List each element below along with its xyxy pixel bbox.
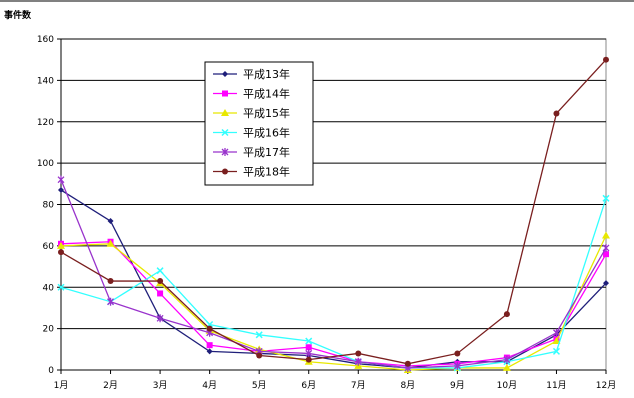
series-lines	[57, 56, 610, 373]
data-point	[503, 311, 510, 318]
series-line	[60, 189, 607, 369]
series-line	[60, 59, 607, 365]
legend-marker	[222, 71, 228, 77]
data-point	[503, 355, 511, 364]
series-line	[60, 179, 607, 369]
data-point	[156, 267, 164, 275]
y-tick-labels: 0 20 40 60 80 100 120 140 160	[37, 35, 54, 376]
data-point	[255, 331, 263, 339]
data-point	[57, 175, 65, 184]
x-tick-label: 8月	[400, 380, 415, 391]
data-point	[404, 360, 411, 367]
x-tick-label: 1月	[54, 380, 69, 391]
data-point	[552, 337, 561, 345]
data-point	[602, 231, 610, 239]
y-tick-label: 140	[37, 76, 54, 86]
data-point	[106, 239, 115, 247]
x-tick-label: 7月	[351, 380, 366, 391]
data-point	[256, 352, 263, 359]
y-tick-label: 80	[43, 201, 55, 211]
data-point	[602, 243, 610, 252]
y-tick-label: 60	[43, 242, 55, 252]
x-tick-label: 4月	[202, 380, 217, 391]
data-point	[305, 337, 313, 345]
data-point	[157, 290, 164, 297]
data-point	[553, 110, 560, 117]
x-tick-label: 6月	[301, 380, 316, 391]
legend-marker	[221, 128, 229, 137]
y-axis-label: 事件数	[4, 9, 32, 21]
legend-item: 平成18年	[213, 165, 290, 179]
legend-marker	[221, 148, 229, 156]
legend-label: 平成18年	[243, 165, 290, 179]
legend-item: 平成16年	[213, 126, 290, 140]
data-point	[107, 278, 114, 285]
data-point	[206, 342, 213, 349]
series-line	[60, 198, 607, 369]
x-tick-label: 10月	[497, 380, 517, 391]
data-point	[603, 56, 609, 63]
legend-item: 平成17年	[213, 145, 290, 159]
x-tick-label: 2月	[103, 380, 118, 391]
x-tick-label: 5月	[252, 380, 267, 391]
data-point	[603, 280, 609, 287]
data-point	[107, 297, 115, 306]
data-point	[354, 357, 362, 366]
data-point	[603, 251, 609, 258]
x-tick-labels: 1月 2月 3月 4月 5月 6月 7月 8月 9月 10月 11月 12月	[54, 380, 617, 391]
legend-item: 平成15年	[213, 106, 290, 120]
legend-box	[204, 61, 314, 186]
legend-label: 平成16年	[243, 126, 290, 140]
y-tick-label: 40	[43, 283, 55, 293]
data-point	[454, 350, 461, 357]
x-tick-label: 11月	[546, 380, 566, 391]
series-5	[57, 175, 610, 372]
data-point	[156, 314, 164, 323]
data-point	[57, 241, 65, 249]
series-6	[58, 56, 609, 367]
y-tick-label: 120	[37, 118, 54, 128]
data-point	[157, 278, 164, 285]
legend-item: 平成14年	[213, 87, 290, 101]
x-tick-label: 12月	[596, 380, 616, 391]
data-point	[305, 349, 313, 358]
x-tick-label: 9月	[450, 380, 465, 391]
gridlines	[61, 38, 606, 330]
data-point	[305, 344, 312, 351]
data-point	[107, 218, 114, 225]
axes	[57, 38, 607, 374]
legend-marker	[222, 90, 228, 97]
data-point	[305, 356, 312, 363]
data-point	[57, 283, 65, 291]
legend-label: 平成13年	[243, 67, 290, 81]
data-point	[502, 363, 511, 371]
y-tick-label: 160	[37, 35, 54, 45]
y-tick-label: 100	[37, 159, 54, 169]
data-point	[355, 350, 362, 357]
legend-marker	[222, 168, 228, 175]
legend-item: 平成13年	[213, 67, 290, 81]
y-tick-label: 0	[48, 366, 54, 376]
legend-label: 平成15年	[243, 106, 290, 120]
y-tick-label: 20	[43, 325, 55, 335]
data-point	[58, 249, 64, 256]
data-point	[58, 187, 64, 194]
data-point	[602, 194, 610, 202]
legend-label: 平成17年	[243, 145, 290, 159]
legend-marker	[221, 109, 229, 116]
data-point	[206, 325, 213, 332]
data-point	[552, 347, 560, 355]
x-tick-label: 3月	[153, 380, 168, 391]
legend-label: 平成14年	[243, 87, 290, 101]
data-point	[206, 348, 213, 355]
data-point	[453, 361, 461, 370]
data-point	[552, 328, 560, 337]
